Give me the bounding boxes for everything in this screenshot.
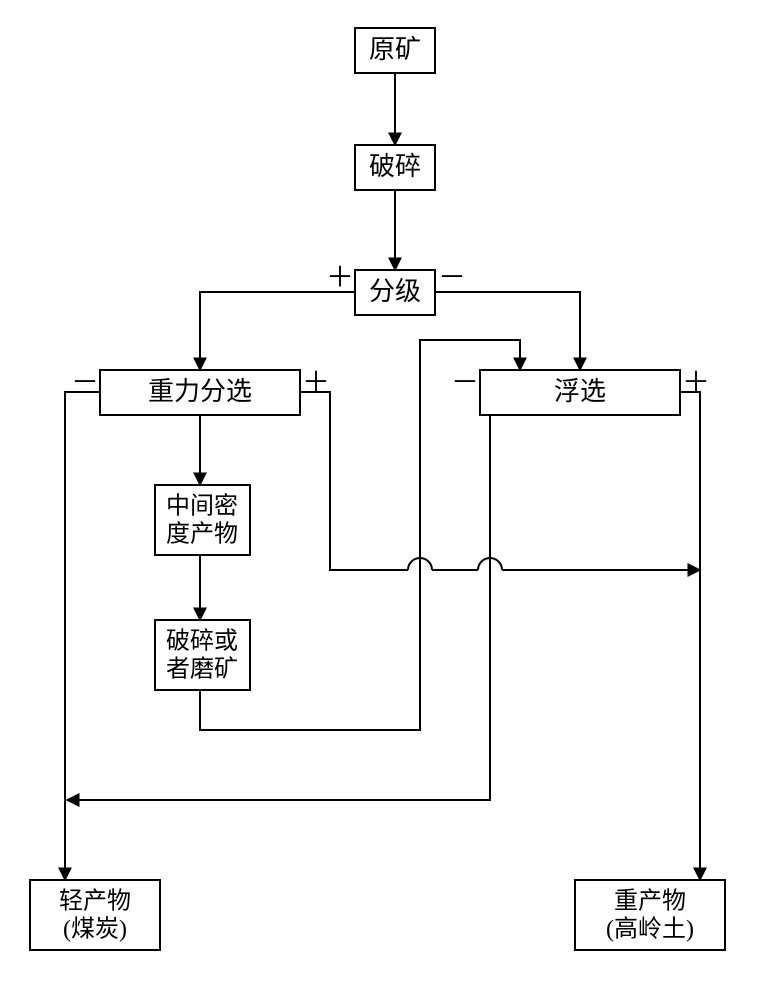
node-light-product: 轻产物 (煤炭) xyxy=(30,880,160,950)
node-flotation: 浮选 xyxy=(480,370,680,415)
sign-gravity-minus: － xyxy=(71,367,99,398)
edge-flotation-heavy xyxy=(680,392,700,880)
node-crush-or-grind: 破碎或 者磨矿 xyxy=(155,620,250,690)
edge-classify-flotation xyxy=(435,292,580,370)
edge-classify-gravity xyxy=(200,292,355,370)
node-heavy-label1: 重产物 xyxy=(614,888,686,915)
sign-gravity-plus: ＋ xyxy=(302,367,330,398)
node-intermediate: 中间密 度产物 xyxy=(155,485,250,555)
flowchart: 原矿 破碎 分级 重力分选 中间密 度产物 破碎或 者磨矿 浮选 轻产物 (煤炭… xyxy=(0,0,763,1000)
edge-gravity-light xyxy=(65,392,100,880)
node-crush2-label1: 破碎或 xyxy=(166,628,238,655)
node-crush-label: 破碎 xyxy=(369,152,421,181)
sign-classify-plus: ＋ xyxy=(326,262,354,293)
node-heavy-label2: (高岭土) xyxy=(606,916,694,943)
node-intermediate-label1: 中间密 xyxy=(166,493,238,520)
sign-flot-minus: － xyxy=(451,367,479,398)
node-intermediate-label2: 度产物 xyxy=(166,521,238,548)
node-raw-label: 原矿 xyxy=(369,35,421,64)
sign-classify-minus: － xyxy=(438,262,466,293)
node-crush: 破碎 xyxy=(355,145,435,190)
node-classify-label: 分级 xyxy=(369,277,421,306)
node-heavy-product: 重产物 (高岭土) xyxy=(575,880,725,950)
node-flotation-label: 浮选 xyxy=(554,377,606,406)
edge-gravity-heavy-seg1 xyxy=(300,392,408,570)
node-classify: 分级 xyxy=(355,270,435,315)
node-gravity-label: 重力分选 xyxy=(148,377,252,406)
node-crush2-label2: 者磨矿 xyxy=(166,656,238,683)
node-raw: 原矿 xyxy=(355,28,435,73)
edge-flotation-light xyxy=(67,415,490,800)
node-light-label1: 轻产物 xyxy=(59,888,131,915)
node-light-label2: (煤炭) xyxy=(63,916,127,943)
sign-flot-plus: ＋ xyxy=(682,367,710,398)
node-gravity: 重力分选 xyxy=(100,370,300,415)
